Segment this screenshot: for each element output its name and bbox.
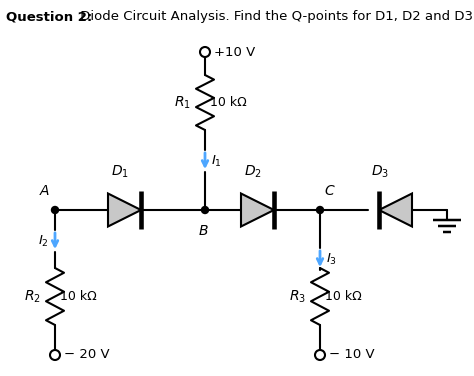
Text: 10 kΩ: 10 kΩ (325, 290, 362, 303)
Text: $R_2$: $R_2$ (24, 288, 41, 305)
Text: $D_1$: $D_1$ (111, 164, 129, 180)
Text: $D_3$: $D_3$ (371, 164, 389, 180)
Text: − 20 V: − 20 V (64, 349, 109, 361)
Text: $D_2$: $D_2$ (244, 164, 262, 180)
Text: +10 V: +10 V (214, 45, 255, 59)
Circle shape (50, 350, 60, 360)
Text: 10 kΩ: 10 kΩ (60, 290, 97, 303)
Text: $R_1$: $R_1$ (174, 94, 191, 111)
Text: $R_3$: $R_3$ (289, 288, 306, 305)
Circle shape (201, 206, 209, 214)
Text: $I_3$: $I_3$ (326, 252, 337, 267)
Text: $I_2$: $I_2$ (38, 233, 49, 249)
Polygon shape (108, 194, 141, 226)
Circle shape (315, 350, 325, 360)
Text: $A$: $A$ (39, 184, 50, 198)
Text: $C$: $C$ (324, 184, 336, 198)
Text: − 10 V: − 10 V (329, 349, 374, 361)
Text: Diode Circuit Analysis. Find the Q-points for D1, D2 and D3.: Diode Circuit Analysis. Find the Q-point… (76, 10, 474, 23)
Circle shape (200, 47, 210, 57)
Text: $B$: $B$ (198, 224, 209, 238)
Text: Question 2:: Question 2: (6, 10, 92, 23)
Polygon shape (241, 194, 274, 226)
Text: 10 kΩ: 10 kΩ (210, 96, 247, 109)
Circle shape (52, 206, 58, 214)
Polygon shape (379, 194, 412, 226)
Text: $I_1$: $I_1$ (211, 153, 222, 168)
Circle shape (317, 206, 323, 214)
